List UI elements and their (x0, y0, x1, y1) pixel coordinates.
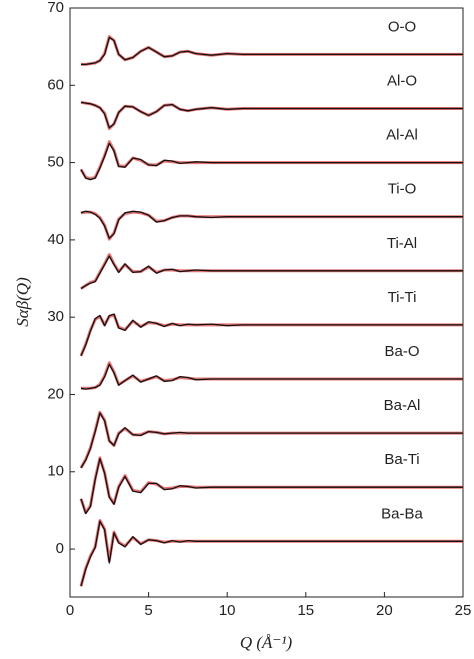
y-tick-label: 70 (47, 0, 64, 16)
x-tick-label: 25 (455, 602, 472, 619)
y-tick-label: 20 (47, 385, 64, 402)
series-label: Ba-Ti (384, 451, 419, 468)
x-tick-label: 0 (66, 602, 74, 619)
data-line (80, 520, 463, 587)
y-tick-label: 0 (56, 540, 64, 557)
series-label: Ti-Al (387, 235, 417, 252)
series-label: Ti-O (388, 181, 417, 198)
series-label: Ba-Al (384, 397, 421, 414)
y-tick-label: 30 (47, 308, 64, 325)
y-tick-label: 50 (47, 154, 64, 171)
y-axis-label: Sαβ(Q) (13, 277, 32, 327)
data-line (80, 142, 463, 181)
data-line (80, 363, 463, 390)
series-label: Al-O (387, 72, 417, 89)
data-line (80, 255, 463, 290)
series-label: Ba-Ba (381, 505, 423, 522)
series-label: Al-Al (386, 127, 418, 144)
y-tick-label: 10 (47, 463, 64, 480)
fit-line (79, 519, 463, 587)
y-tick-label: 60 (47, 76, 64, 93)
x-tick-label: 10 (219, 602, 236, 619)
data-line (81, 36, 463, 66)
y-tick-label: 40 (47, 231, 64, 248)
fit-line (81, 35, 463, 66)
data-line (80, 457, 463, 515)
fit-line (81, 361, 463, 390)
series-label: O-O (388, 18, 416, 35)
data-line (80, 412, 463, 469)
series-label: Ba-O (384, 343, 419, 360)
data-line (80, 101, 463, 129)
series-label: Ti-Ti (388, 289, 417, 306)
plot-frame (69, 7, 464, 598)
x-tick-label: 5 (144, 602, 152, 619)
data-line (80, 210, 463, 239)
x-tick-label: 20 (376, 602, 393, 619)
data-line (80, 313, 463, 357)
x-axis-label: Q (Å⁻¹) (240, 633, 293, 652)
fit-line (80, 100, 463, 131)
fit-line (79, 140, 463, 181)
x-tick-label: 15 (297, 602, 314, 619)
